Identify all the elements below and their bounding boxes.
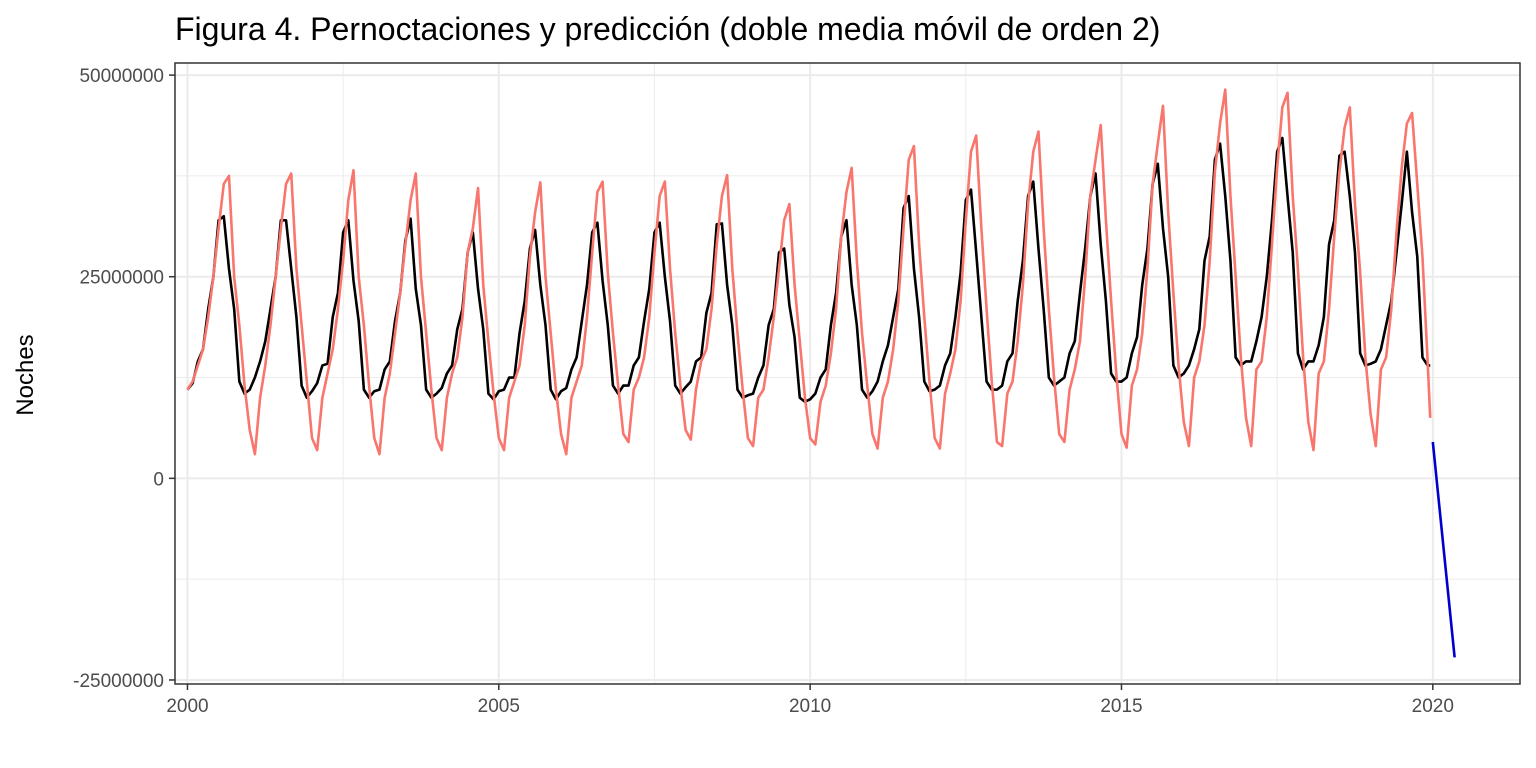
observed-series-line (186, 88, 1432, 456)
x-tick-label: 2005 (478, 696, 520, 717)
x-tick-label: 2015 (1100, 696, 1142, 717)
y-tick-label: -25000000 (73, 671, 164, 692)
y-tick-label: 25000000 (79, 268, 164, 289)
smoothed-series-line (186, 136, 1431, 404)
y-axis-title: Noches (12, 334, 39, 415)
plot-panel: 2000 2005 2010 2015 2020 -25000000 0 25000000 50… (73, 62, 1521, 717)
y-tick-label: 50000000 (79, 66, 164, 87)
x-tick-label: 2010 (789, 696, 831, 717)
chart-title: Figura 4. Pernoctaciones y predicción (d… (175, 11, 1160, 47)
panel-background (175, 63, 1520, 684)
x-tick-label: 2020 (1412, 696, 1454, 717)
y-tick-label: 0 (153, 469, 164, 490)
panel-border (174, 62, 1521, 685)
x-tick-label: 2000 (166, 696, 208, 717)
forecast-series-line (1431, 441, 1456, 658)
